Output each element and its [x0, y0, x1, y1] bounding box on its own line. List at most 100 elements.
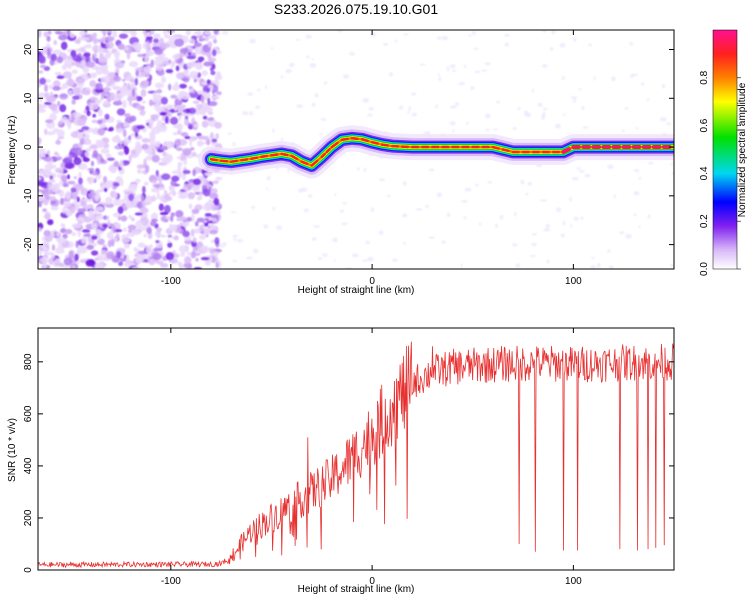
noise-speckle: [543, 228, 551, 232]
noise-speckle: [71, 99, 76, 105]
noise-speckle: [44, 211, 51, 220]
noise-speckle: [436, 192, 442, 198]
noise-speckle: [94, 88, 104, 94]
noise-speckle: [52, 85, 61, 91]
x-tick-label: 100: [565, 576, 582, 587]
noise-speckle: [180, 251, 186, 257]
noise-speckle: [97, 156, 101, 165]
noise-speckle: [154, 82, 165, 89]
noise-speckle: [145, 164, 150, 173]
noise-speckle: [515, 263, 521, 268]
ridge-peak: [320, 152, 326, 159]
noise-speckle: [130, 149, 137, 156]
noise-speckle: [162, 30, 168, 35]
noise-speckle: [63, 257, 73, 266]
noise-speckle: [77, 133, 83, 140]
noise-speckle: [383, 42, 389, 46]
noise-speckle: [305, 34, 313, 39]
noise-speckle: [86, 245, 94, 250]
noise-speckle: [114, 50, 120, 59]
noise-speckle: [155, 94, 161, 99]
noise-speckle: [53, 40, 58, 46]
noise-speckle: [77, 47, 83, 52]
noise-speckle: [83, 233, 91, 237]
noise-speckle: [161, 173, 171, 181]
noise-speckle: [578, 88, 582, 91]
noise-speckle: [142, 213, 148, 218]
noise-speckle: [82, 157, 90, 162]
noise-speckle: [56, 138, 60, 145]
noise-speckle: [122, 129, 127, 138]
noise-speckle: [646, 98, 650, 101]
noise-speckle: [72, 95, 80, 100]
noise-speckle: [39, 96, 43, 103]
noise-speckle: [188, 192, 195, 200]
noise-speckle: [81, 229, 91, 233]
noise-speckle: [186, 108, 191, 113]
noise-speckle: [131, 217, 135, 222]
noise-speckle: [669, 263, 674, 268]
noise-speckle: [392, 258, 398, 263]
noise-speckle: [363, 167, 367, 172]
noise-speckle: [44, 84, 48, 92]
noise-speckle: [170, 94, 178, 99]
noise-speckle: [186, 262, 193, 269]
noise-speckle: [202, 37, 206, 41]
noise-speckle: [141, 143, 150, 150]
noise-speckle: [561, 75, 565, 81]
spectrogram-x-label: Height of straight line (km): [298, 285, 415, 296]
noise-speckle: [113, 198, 122, 206]
y-tick-label: 0: [23, 567, 34, 573]
noise-speckle: [105, 251, 115, 260]
noise-region: [38, 30, 674, 269]
noise-speckle: [495, 100, 501, 104]
noise-speckle: [51, 244, 56, 251]
noise-speckle: [109, 184, 113, 188]
noise-speckle: [170, 215, 174, 222]
noise-speckle: [94, 257, 99, 261]
noise-speckle: [205, 87, 211, 93]
noise-speckle: [215, 262, 219, 269]
noise-speckle: [541, 114, 545, 117]
noise-speckle: [213, 197, 220, 206]
noise-speckle: [156, 191, 160, 200]
noise-speckle: [192, 237, 197, 243]
noise-speckle: [71, 223, 82, 229]
noise-speckle: [203, 61, 213, 67]
noise-speckle: [458, 82, 466, 86]
noise-speckle: [155, 124, 161, 130]
noise-speckle: [87, 176, 95, 183]
noise-speckle: [378, 230, 384, 235]
figure-title: S233.2026.075.19.10.G01: [274, 1, 438, 17]
noise-speckle: [49, 189, 53, 195]
noise-speckle: [191, 208, 200, 215]
noise-speckle: [93, 52, 98, 58]
noise-speckle: [91, 119, 98, 124]
noise-speckle: [611, 76, 616, 82]
noise-speckle: [152, 91, 157, 101]
noise-speckle: [53, 151, 59, 156]
noise-speckle: [38, 151, 44, 159]
noise-speckle: [145, 245, 153, 254]
noise-speckle: [73, 175, 78, 180]
noise-speckle: [194, 221, 199, 227]
ridge-peak: [250, 156, 259, 161]
noise-speckle: [186, 216, 193, 222]
noise-speckle: [527, 181, 533, 186]
noise-speckle: [319, 133, 324, 136]
noise-speckle: [211, 138, 218, 143]
noise-speckle: [537, 102, 543, 107]
noise-speckle: [145, 50, 155, 56]
noise-speckle: [157, 70, 165, 77]
noise-speckle: [60, 116, 68, 124]
noise-speckle: [113, 75, 122, 83]
noise-speckle: [66, 30, 71, 36]
noise-speckle: [150, 114, 160, 118]
noise-speckle: [212, 180, 219, 185]
noise-speckle: [142, 41, 151, 50]
noise-speckle: [233, 237, 237, 242]
noise-speckle: [201, 120, 209, 128]
noise-speckle: [188, 38, 196, 44]
noise-speckle: [91, 171, 98, 176]
noise-speckle: [112, 225, 116, 234]
